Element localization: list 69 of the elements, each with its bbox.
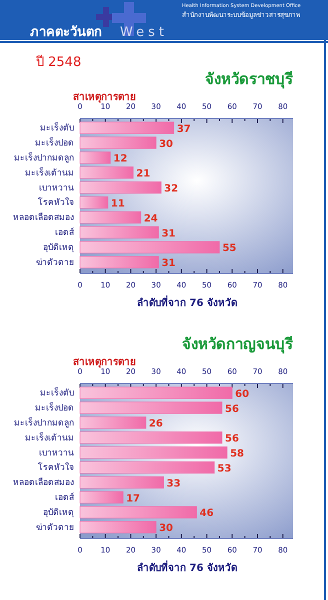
bar [80,386,232,399]
x-axis-title: ลำดับที่จาก 76 จังหวัด [137,560,237,574]
chart-title: จังหวัดกาญจนบุรี [182,335,294,354]
data-label: 24 [144,213,158,224]
data-label: 56 [225,434,239,445]
text: West [120,25,168,40]
data-label: 60 [235,388,250,400]
bar [80,446,228,459]
bar [80,491,124,504]
data-label: 33 [166,478,181,490]
data-label: 55 [222,243,236,254]
bar [80,432,222,444]
data-label: 26 [148,418,163,430]
bar [80,521,156,534]
bar [80,256,159,268]
data-label: 30 [159,523,174,534]
bar [80,226,159,238]
data-label: 32 [164,184,178,195]
x-axis-title: ลำดับที่จาก 76 จังหวัด [137,295,237,309]
data-label: 30 [159,138,174,150]
y-tick-label: เอดส์ [55,492,75,504]
y-tick-label: อุบัติเหตุ [43,508,74,518]
y-tick-label: โรคหัวใจ [38,197,74,208]
bar [80,476,164,488]
text: ภาคตะวันตก [30,25,102,40]
y-tick-label: มะเร็งเต้านม [25,166,74,178]
text: ปี 2548 [35,54,82,70]
bar [80,416,146,429]
data-label: 21 [136,168,150,180]
data-label: 12 [113,154,128,165]
y-tick-label: อุบัติเหตุ [43,242,74,253]
y-axis-title: สาเหตุการตาย [73,357,136,368]
y-tick-label: มะเร็งเต้านม [25,431,74,444]
bar [80,181,162,194]
y-tick-label: มะเร็งปอด [35,136,74,148]
bar [80,166,134,179]
y-tick-label: มะเร็งปากมดลูก [14,416,74,428]
bar [80,152,111,164]
data-label: 31 [162,228,176,240]
data-label: 11 [110,198,125,210]
data-label: 17 [126,493,140,504]
y-tick-label: หลอดเลือดสมอง [13,212,74,224]
y-tick-label: ฆ่าตัวตาย [36,258,74,268]
y-tick-label: โรคหัวใจ [38,462,74,474]
data-label: 46 [200,508,214,520]
y-tick-label: มะเร็งตับ [40,122,74,134]
y-tick-label: ฆ่าตัวตาย [36,522,74,533]
data-label: 58 [230,448,244,460]
data-label: 37 [176,124,191,135]
y-tick-label: เบาหวาน [39,183,74,194]
y-axis-title: สาเหตุการตาย [73,92,136,103]
bar [80,136,156,149]
bar [80,196,108,209]
data-label: 56 [225,404,239,415]
y-tick-label: เอดส์ [55,227,75,238]
chart-title: จังหวัดราชบุรี [205,70,294,89]
bar [80,506,197,518]
data-label: 31 [162,258,176,270]
bar [80,122,174,134]
y-tick-label: เบาหวาน [39,448,74,458]
bar [80,241,220,254]
bar [80,211,142,224]
bar [80,402,222,414]
bar [80,461,215,474]
data-label: 53 [217,463,232,474]
y-tick-label: มะเร็งปากมดลูก [14,151,74,164]
y-tick-label: มะเร็งตับ [40,386,74,399]
y-tick-label: มะเร็งปอด [35,401,74,414]
y-tick-label: หลอดเลือดสมอง [13,477,74,488]
